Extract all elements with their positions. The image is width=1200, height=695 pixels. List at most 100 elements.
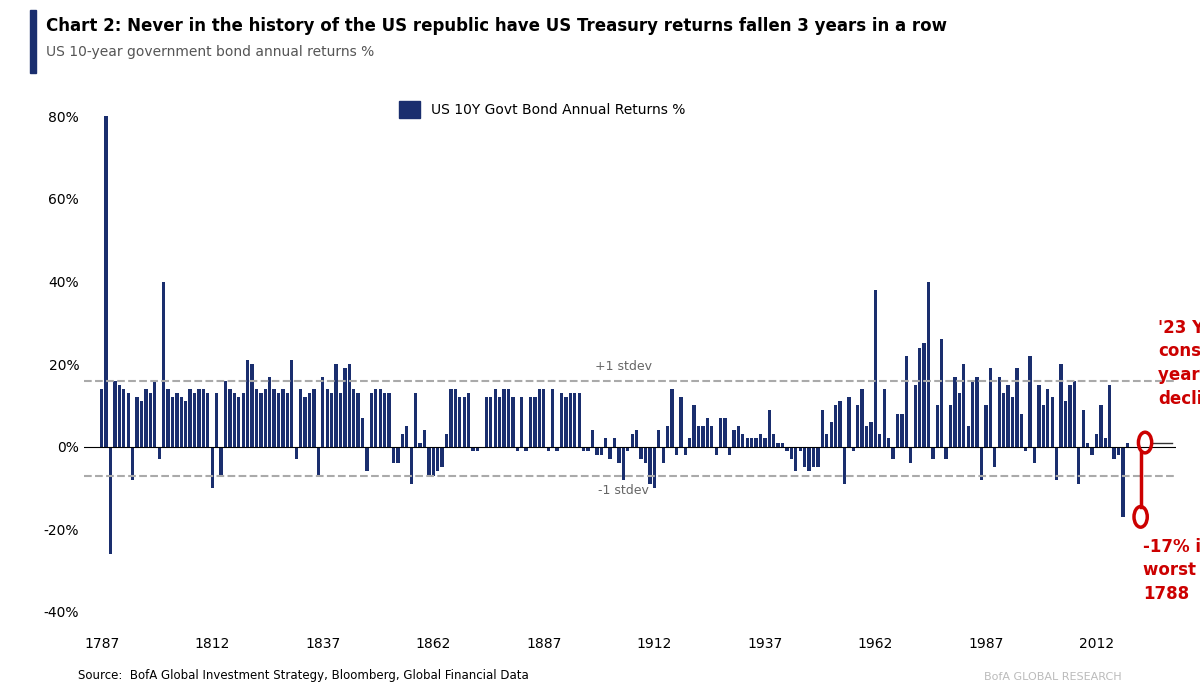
Bar (454, 389, 457, 447)
Bar (887, 439, 890, 447)
Bar (1094, 434, 1098, 447)
Bar (781, 443, 784, 447)
Bar (299, 389, 302, 447)
Bar (162, 281, 166, 447)
Bar (936, 405, 938, 447)
Bar (776, 443, 780, 447)
Bar (860, 389, 864, 447)
Bar (728, 447, 731, 455)
Bar (794, 447, 798, 471)
Bar (613, 439, 616, 447)
Bar (622, 447, 625, 480)
Bar (869, 422, 872, 447)
Bar (317, 447, 320, 475)
Bar (926, 281, 930, 447)
Bar (206, 393, 210, 447)
Bar (409, 447, 413, 484)
Bar (758, 434, 762, 447)
Bar (396, 447, 400, 463)
Bar (697, 426, 700, 447)
Bar (590, 430, 594, 447)
Bar (808, 447, 811, 471)
Bar (587, 447, 589, 451)
Bar (1117, 447, 1120, 455)
Bar (184, 401, 187, 447)
Bar (635, 430, 638, 447)
Bar (732, 430, 736, 447)
Bar (1024, 447, 1027, 451)
Bar (427, 447, 431, 475)
Text: -17% in '22,
worst since
1788: -17% in '22, worst since 1788 (1142, 537, 1200, 603)
Bar (542, 389, 546, 447)
Bar (661, 447, 665, 463)
Bar (997, 377, 1001, 447)
Bar (958, 393, 961, 447)
Bar (538, 389, 541, 447)
Bar (896, 414, 899, 447)
Bar (648, 447, 652, 484)
Bar (272, 389, 276, 447)
Bar (640, 447, 643, 459)
Bar (246, 360, 250, 447)
Bar (458, 397, 462, 447)
Bar (335, 364, 337, 447)
Bar (842, 447, 846, 484)
Bar (193, 393, 196, 447)
Bar (210, 447, 214, 488)
Bar (966, 426, 970, 447)
Bar (671, 389, 673, 447)
Bar (745, 439, 749, 447)
Bar (653, 447, 656, 488)
Text: US 10-year government bond annual returns %: US 10-year government bond annual return… (46, 45, 374, 59)
Bar (551, 389, 554, 447)
Bar (574, 393, 576, 447)
Bar (989, 368, 992, 447)
Bar (1108, 385, 1111, 447)
Bar (348, 364, 350, 447)
Bar (131, 447, 134, 480)
Bar (520, 397, 523, 447)
Bar (1078, 447, 1080, 484)
Bar (1060, 364, 1063, 447)
Bar (692, 405, 696, 447)
Bar (750, 439, 754, 447)
Bar (188, 389, 192, 447)
Bar (281, 389, 284, 447)
Bar (467, 393, 470, 447)
Bar (1046, 389, 1050, 447)
Bar (560, 393, 563, 447)
Bar (462, 397, 466, 447)
Bar (503, 389, 505, 447)
Bar (167, 389, 169, 447)
Bar (241, 393, 245, 447)
Bar (564, 397, 568, 447)
Bar (878, 434, 882, 447)
Bar (533, 397, 536, 447)
Bar (516, 447, 518, 451)
Bar (821, 409, 824, 447)
Bar (338, 393, 342, 447)
Bar (785, 447, 788, 451)
Bar (577, 393, 581, 447)
Bar (136, 397, 139, 447)
Text: '23 YTD: 3rd
consecutive
year of
decline: '23 YTD: 3rd consecutive year of decline (1158, 319, 1200, 407)
Bar (220, 447, 223, 475)
Bar (1042, 405, 1045, 447)
Bar (215, 393, 218, 447)
Bar (674, 447, 678, 455)
Bar (768, 409, 770, 447)
Bar (1112, 447, 1116, 459)
Bar (604, 439, 607, 447)
Bar (118, 385, 121, 447)
Bar (962, 364, 966, 447)
Bar (710, 426, 714, 447)
Bar (401, 434, 404, 447)
Bar (322, 377, 324, 447)
Bar (1086, 443, 1090, 447)
Text: Chart 2: Never in the history of the US republic have US Treasury returns fallen: Chart 2: Never in the history of the US … (46, 17, 947, 35)
Bar (325, 389, 329, 447)
Bar (529, 397, 532, 447)
Bar (113, 381, 116, 447)
Bar (224, 381, 227, 447)
Bar (688, 439, 691, 447)
